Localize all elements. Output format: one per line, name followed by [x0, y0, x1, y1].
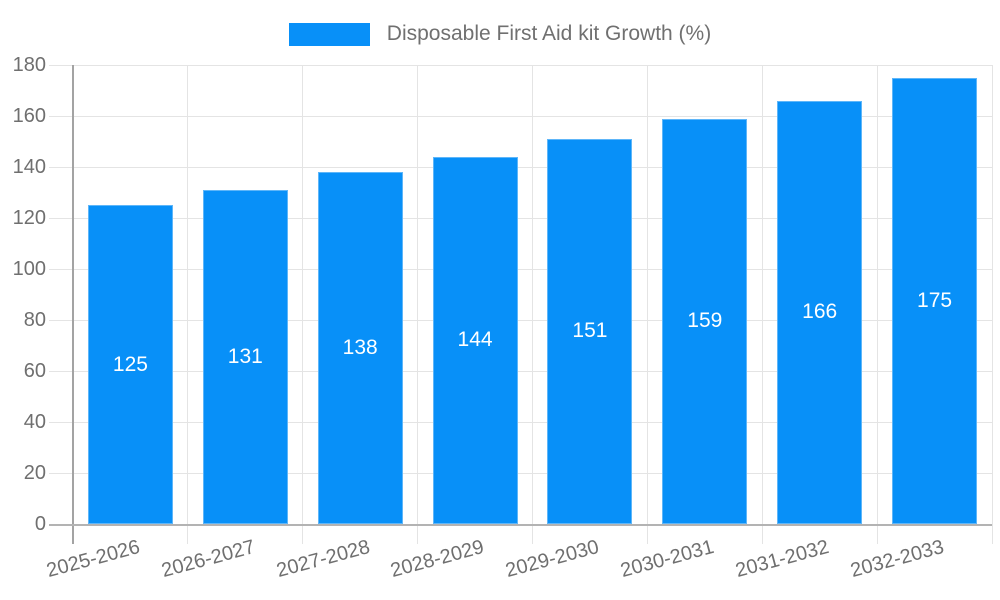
- v-gridline: [646, 65, 648, 544]
- h-gridline: [49, 472, 992, 474]
- v-gridline: [991, 65, 993, 544]
- bar-value-label: 125: [112, 352, 148, 376]
- v-gridline: [302, 65, 304, 544]
- x-axis-tick-label: 2030-2031: [618, 536, 717, 583]
- y-axis-line: [72, 65, 74, 544]
- bar-value-label: 151: [572, 319, 608, 343]
- h-gridline: [49, 370, 992, 372]
- bar[interactable]: 131: [202, 189, 288, 524]
- v-gridline: [532, 65, 533, 544]
- y-axis-tick-label: 120: [12, 207, 46, 229]
- bar[interactable]: 175: [892, 77, 978, 524]
- bar-value-label: 131: [227, 344, 263, 368]
- x-axis-tick-label: 2026-2027: [158, 536, 258, 583]
- legend-swatch: [288, 22, 370, 46]
- h-gridline: [49, 268, 992, 270]
- bar-value-label: 159: [687, 309, 723, 333]
- legend-label: Disposable First Aid kit Growth (%): [386, 22, 712, 45]
- x-axis-tick-label: 2029-2030: [503, 536, 602, 583]
- y-axis-tick-label: 160: [12, 105, 46, 127]
- y-axis-tick-label: 0: [34, 513, 46, 535]
- bar[interactable]: 125: [87, 205, 173, 524]
- x-axis-tick-label: 2025-2026: [44, 536, 143, 583]
- bar[interactable]: 144: [432, 156, 518, 524]
- bar[interactable]: 138: [317, 172, 403, 524]
- y-axis-tick-label: 100: [12, 258, 46, 280]
- v-gridline: [417, 65, 419, 544]
- bar[interactable]: 159: [662, 118, 748, 524]
- v-gridline: [876, 65, 878, 544]
- h-gridline: [49, 217, 992, 219]
- legend[interactable]: Disposable First Aid kit Growth (%): [0, 20, 1000, 48]
- y-axis-tick-label: 80: [23, 309, 46, 331]
- y-axis-tick-label: 20: [23, 462, 46, 484]
- x-axis-tick-label: 2028-2029: [388, 536, 487, 583]
- y-axis-tick-label: 140: [12, 156, 46, 178]
- v-gridline: [187, 65, 189, 544]
- h-gridline: [49, 166, 992, 168]
- y-axis-tick-label: 40: [23, 411, 46, 433]
- v-gridline: [761, 65, 763, 544]
- y-axis-tick-label: 60: [23, 360, 46, 382]
- y-axis-tick-label: 180: [12, 54, 46, 76]
- bar-value-label: 144: [457, 328, 493, 352]
- x-axis-tick-label: 2031-2032: [733, 536, 832, 583]
- bar-value-label: 175: [917, 288, 953, 312]
- bar-value-label: 138: [342, 336, 378, 360]
- x-axis-line: [49, 524, 992, 526]
- bar-value-label: 166: [802, 300, 838, 324]
- h-gridline: [49, 421, 992, 423]
- h-gridline: [49, 319, 992, 321]
- bar[interactable]: 151: [547, 138, 633, 524]
- h-gridline: [49, 64, 992, 66]
- x-axis-tick-label: 2032-2033: [848, 536, 947, 583]
- x-axis-tick-label: 2027-2028: [273, 536, 372, 583]
- bar[interactable]: 166: [777, 100, 863, 524]
- h-gridline: [49, 115, 992, 117]
